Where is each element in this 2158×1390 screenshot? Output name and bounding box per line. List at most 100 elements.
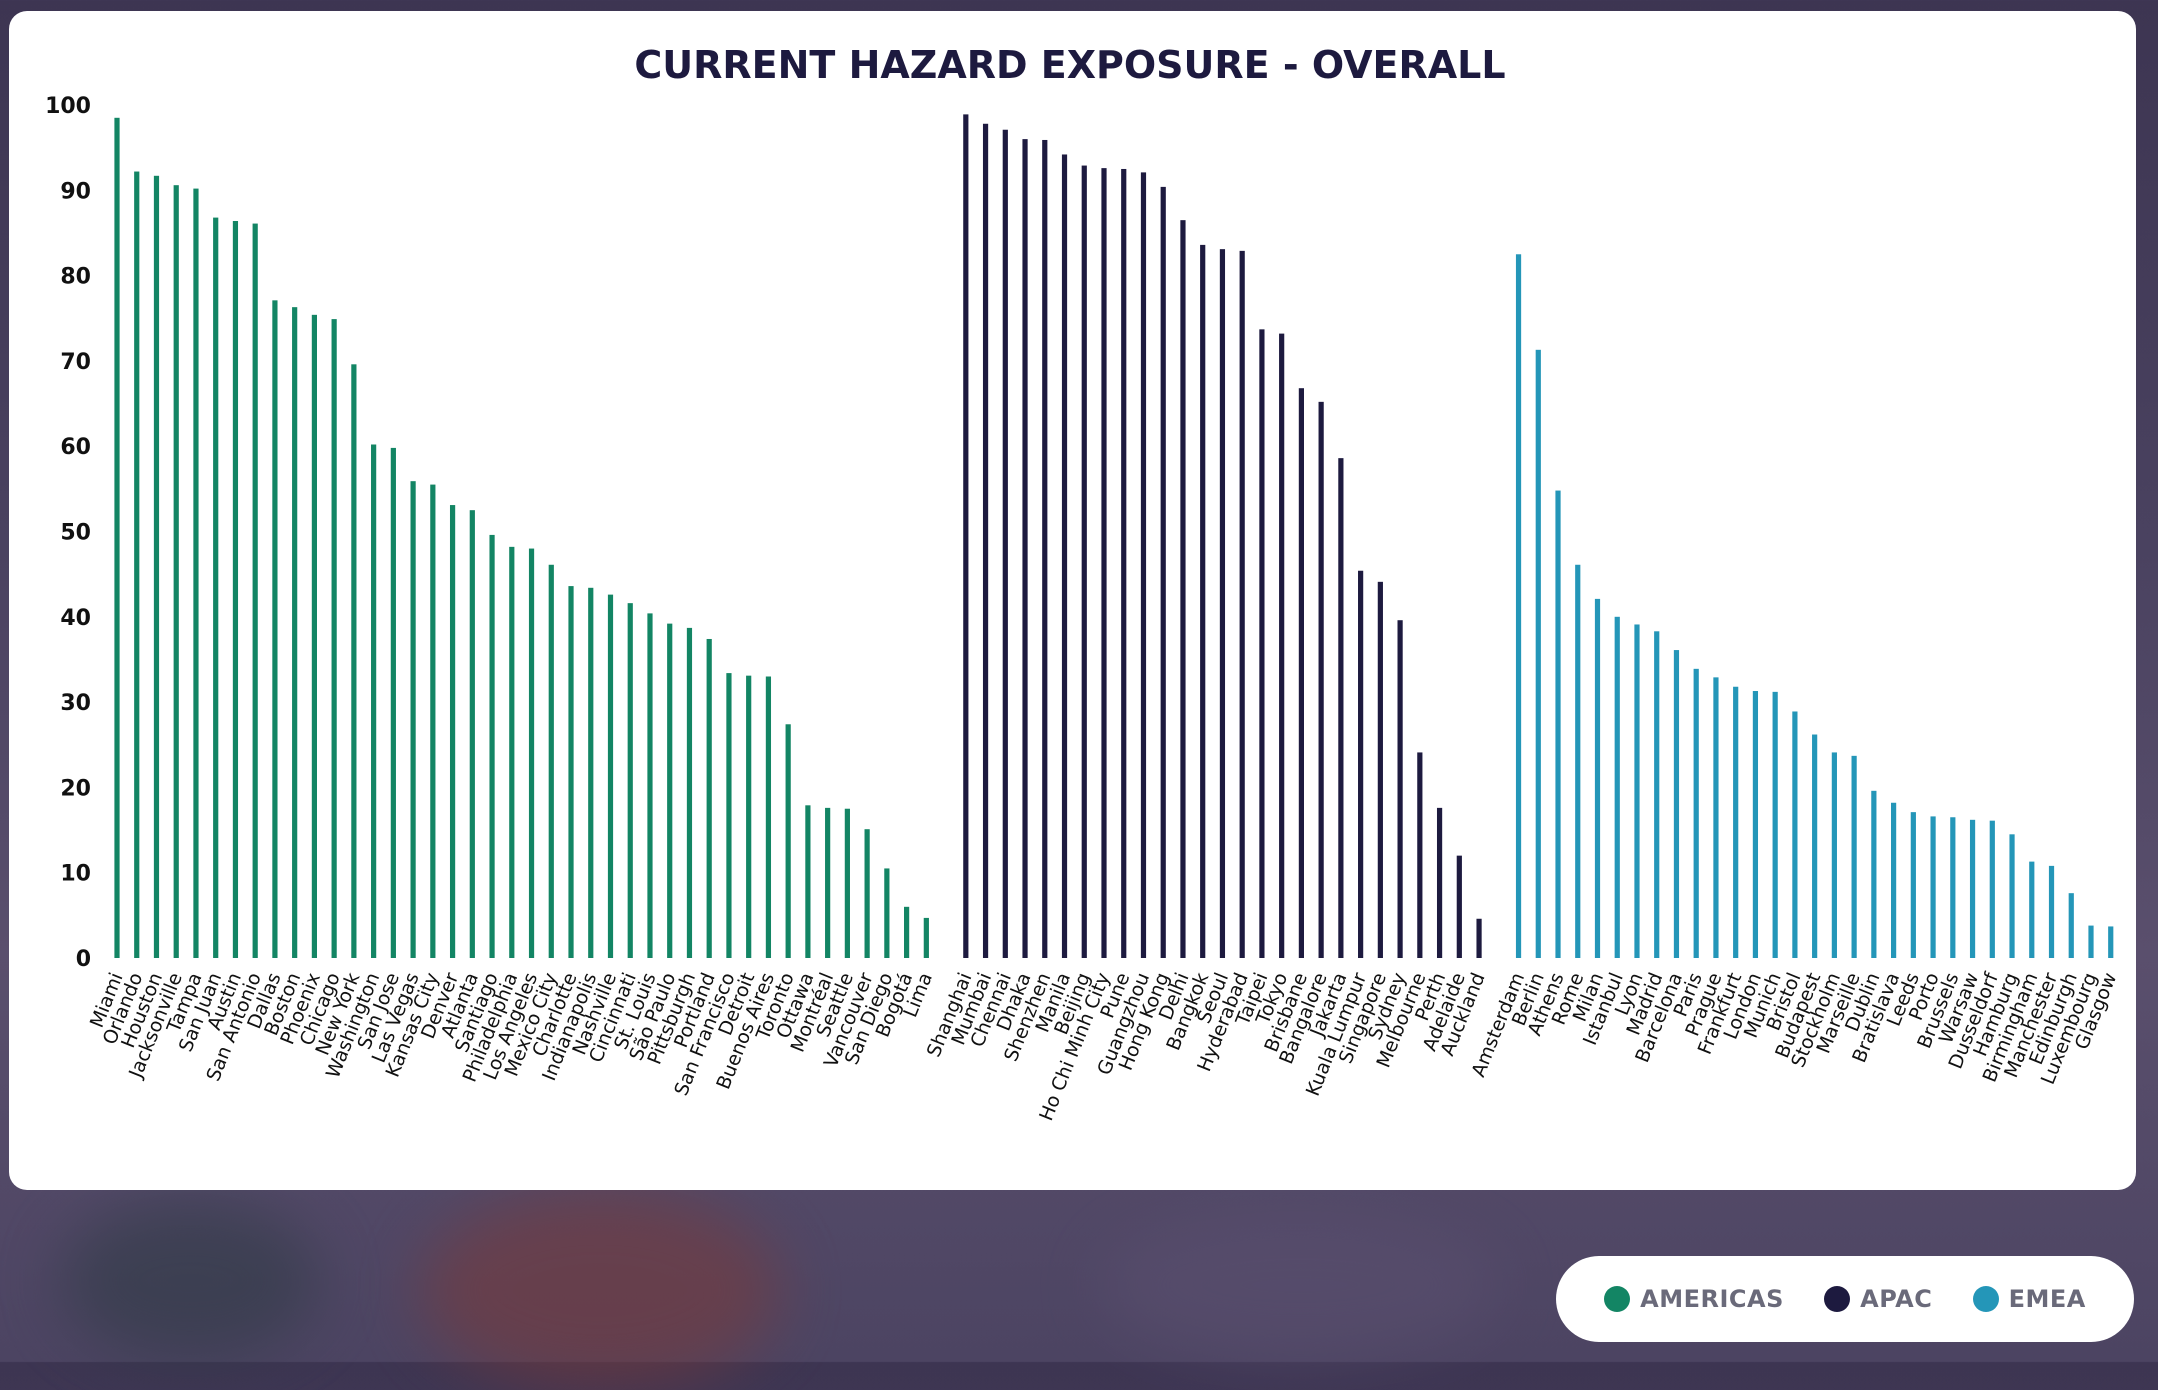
bar-americas[interactable] — [390, 447, 396, 958]
bar-apac[interactable] — [1160, 186, 1166, 958]
bar-apac[interactable] — [963, 114, 969, 959]
bar-americas[interactable] — [765, 676, 772, 958]
bar-emea[interactable] — [2029, 861, 2035, 958]
bar-emea[interactable] — [1792, 711, 1798, 958]
bar-apac[interactable] — [1140, 172, 1147, 959]
bar-emea[interactable] — [1871, 790, 1877, 958]
bar-americas[interactable] — [825, 807, 831, 958]
bar-americas[interactable] — [311, 314, 317, 958]
bar-apac[interactable] — [1436, 807, 1443, 958]
bar-emea[interactable] — [1733, 686, 1739, 958]
bar-americas[interactable] — [884, 868, 890, 958]
bar-americas[interactable] — [706, 638, 712, 958]
bar-apac[interactable] — [1061, 154, 1068, 958]
bar-americas[interactable] — [785, 724, 791, 958]
bar-americas[interactable] — [686, 627, 693, 958]
bar-americas[interactable] — [469, 510, 475, 958]
bar-emea[interactable] — [1752, 691, 1759, 958]
bar-emea[interactable] — [1634, 624, 1640, 958]
bar-emea[interactable] — [1930, 816, 1936, 958]
bar-emea[interactable] — [1989, 820, 1995, 958]
bar-americas[interactable] — [252, 223, 258, 958]
bar-emea[interactable] — [1713, 677, 1719, 958]
bar-emea[interactable] — [1555, 490, 1561, 958]
bar-emea[interactable] — [1693, 668, 1699, 958]
bar-emea[interactable] — [1851, 755, 1857, 958]
bar-emea[interactable] — [1594, 598, 1601, 958]
bar-americas[interactable] — [647, 613, 653, 958]
bar-emea[interactable] — [1575, 564, 1581, 958]
bar-americas[interactable] — [292, 307, 298, 958]
bar-emea[interactable] — [2048, 865, 2055, 958]
bar-americas[interactable] — [331, 319, 337, 958]
bar-emea[interactable] — [1673, 650, 1680, 958]
bar-americas[interactable] — [509, 546, 515, 958]
bar-americas[interactable] — [746, 675, 752, 958]
bar-americas[interactable] — [193, 188, 199, 958]
bar-americas[interactable] — [430, 484, 436, 958]
bar-americas[interactable] — [272, 300, 278, 958]
bar-apac[interactable] — [1417, 752, 1423, 958]
bar-emea[interactable] — [2009, 834, 2015, 958]
bar-emea[interactable] — [1515, 254, 1522, 958]
bar-americas[interactable] — [449, 505, 456, 958]
bar-americas[interactable] — [528, 548, 535, 958]
legend-item-apac[interactable]: APAC — [1824, 1285, 1932, 1313]
bar-emea[interactable] — [2068, 893, 2074, 958]
bar-americas[interactable] — [805, 805, 811, 958]
bar-apac[interactable] — [1279, 333, 1285, 958]
bar-americas[interactable] — [864, 829, 870, 958]
bar-emea[interactable] — [1535, 349, 1541, 958]
bar-americas[interactable] — [588, 587, 594, 958]
bar-apac[interactable] — [1002, 129, 1008, 958]
bar-apac[interactable] — [1397, 620, 1403, 958]
bar-americas[interactable] — [173, 185, 179, 958]
legend-item-americas[interactable]: AMERICAS — [1604, 1285, 1784, 1313]
bar-americas[interactable] — [726, 673, 732, 958]
bar-emea[interactable] — [1614, 616, 1620, 958]
bar-apac[interactable] — [1239, 250, 1245, 958]
bar-americas[interactable] — [410, 481, 416, 958]
bar-americas[interactable] — [134, 171, 140, 958]
bar-americas[interactable] — [371, 444, 377, 958]
bar-americas[interactable] — [351, 364, 357, 958]
bar-apac[interactable] — [1358, 570, 1364, 958]
bar-emea[interactable] — [1812, 734, 1818, 958]
bar-apac[interactable] — [1456, 855, 1462, 958]
bar-americas[interactable] — [568, 586, 574, 958]
bar-apac[interactable] — [1219, 249, 1226, 959]
bar-americas[interactable] — [213, 217, 219, 958]
bar-apac[interactable] — [1377, 581, 1383, 958]
bar-emea[interactable] — [2108, 926, 2114, 958]
bar-emea[interactable] — [1654, 631, 1660, 958]
bar-apac[interactable] — [1200, 244, 1206, 959]
bar-americas[interactable] — [667, 623, 673, 958]
bar-apac[interactable] — [1121, 168, 1127, 959]
legend-item-emea[interactable]: EMEA — [1972, 1285, 2086, 1313]
bar-apac[interactable] — [1081, 165, 1087, 959]
bar-americas[interactable] — [904, 906, 910, 958]
bar-apac[interactable] — [982, 123, 989, 959]
bar-americas[interactable] — [114, 117, 120, 959]
bar-emea[interactable] — [1831, 752, 1837, 958]
bar-apac[interactable] — [1180, 220, 1186, 958]
bar-apac[interactable] — [1338, 458, 1344, 958]
bar-apac[interactable] — [1042, 139, 1048, 958]
bar-americas[interactable] — [923, 917, 929, 958]
bar-emea[interactable] — [1969, 819, 1976, 958]
bar-emea[interactable] — [1891, 802, 1897, 958]
bar-apac[interactable] — [1298, 388, 1304, 958]
bar-apac[interactable] — [1022, 139, 1028, 958]
bar-americas[interactable] — [627, 603, 633, 958]
bar-americas[interactable] — [607, 594, 614, 958]
bar-americas[interactable] — [232, 221, 239, 958]
bar-emea[interactable] — [1910, 812, 1916, 958]
bar-americas[interactable] — [548, 564, 554, 958]
bar-apac[interactable] — [1476, 918, 1482, 958]
bar-americas[interactable] — [489, 534, 495, 958]
bar-americas[interactable] — [153, 175, 160, 958]
bar-apac[interactable] — [1259, 329, 1265, 958]
bar-emea[interactable] — [2088, 925, 2094, 958]
bar-emea[interactable] — [1950, 817, 1956, 958]
bar-apac[interactable] — [1101, 168, 1107, 958]
